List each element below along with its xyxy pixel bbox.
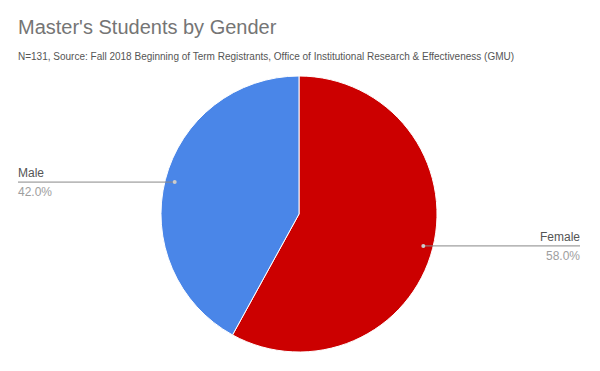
leader-line [423, 245, 580, 246]
pie-slice [161, 76, 299, 335]
data-label: 58.0% [546, 249, 580, 263]
chart: Master's Students by Gender N=131, Source… [0, 0, 600, 371]
slice-label: Male [18, 166, 44, 180]
data-label: 42.0% [18, 185, 52, 199]
slice-label: Female [540, 230, 580, 244]
subtitle: N=131, Source: Fall 2018 Beginning of Te… [18, 51, 514, 62]
leader-dot [421, 244, 425, 248]
slices [161, 76, 437, 352]
leader-line [18, 182, 175, 183]
title: Master's Students by Gender [18, 16, 277, 38]
leader-dot [173, 180, 177, 184]
